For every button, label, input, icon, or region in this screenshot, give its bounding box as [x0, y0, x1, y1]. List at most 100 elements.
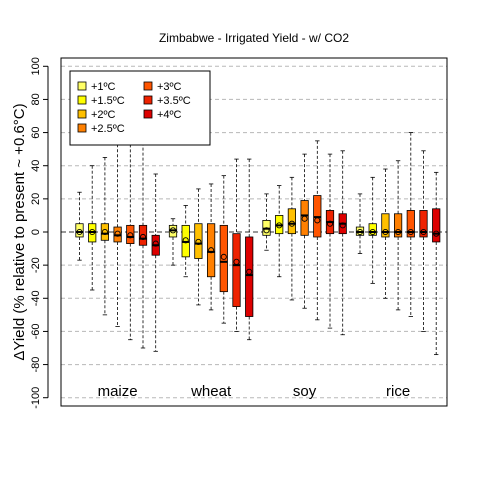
- box-iqr: [75, 223, 84, 238]
- box-mean-marker: [139, 233, 147, 241]
- box-mean-marker: [127, 232, 134, 239]
- y-tick-label: 60: [30, 126, 42, 138]
- box-mean-marker: [208, 247, 215, 254]
- box-rice-0: [355, 193, 365, 254]
- legend-label: +3ºC: [157, 81, 182, 93]
- box-mean-marker: [301, 215, 308, 222]
- y-axis-label: ΔYield (% relative to present ~ +0.6°C): [11, 103, 28, 360]
- box-iqr: [393, 213, 403, 238]
- y-tick-label: 20: [30, 193, 42, 205]
- box-series: [75, 118, 441, 356]
- chart-title: Zimbabwe - Irrigated Yield - w/ CO2: [159, 31, 349, 45]
- box-soy-2: [287, 176, 297, 301]
- box-wheat-0: [168, 218, 178, 266]
- box-mean-marker: [169, 227, 177, 234]
- box-wheat-3: [206, 183, 216, 311]
- legend-label: +3.5ºC: [157, 95, 191, 107]
- box-iqr: [206, 223, 216, 278]
- box-iqr: [194, 223, 203, 259]
- box-iqr: [381, 213, 390, 238]
- y-tick-label: -40: [30, 290, 42, 306]
- legend-label: +2ºC: [91, 109, 116, 121]
- box-iqr: [219, 224, 228, 293]
- box-rice-4: [406, 132, 415, 317]
- legend-swatch: [77, 109, 87, 119]
- box-iqr: [432, 208, 441, 243]
- crop-label-maize: maize: [98, 383, 138, 400]
- box-maize-5: [138, 132, 148, 349]
- y-tick-label: 100: [30, 57, 42, 75]
- box-mean-marker: [76, 228, 83, 236]
- box-soy-4: [313, 140, 322, 321]
- box-mean-marker: [339, 222, 346, 229]
- crop-label-wheat: wheat: [190, 383, 232, 400]
- crop-label-soy: soy: [293, 383, 317, 400]
- y-tick-label: 40: [30, 160, 42, 172]
- legend-swatch: [77, 123, 87, 133]
- box-maize-3: [113, 128, 122, 327]
- box-soy-0: [262, 193, 271, 251]
- box-maize-1: [88, 165, 97, 291]
- box-rice-3: [393, 160, 403, 311]
- box-iqr: [245, 236, 254, 317]
- y-axis: -100 -80 -60 -40 -20 0 20 40 60 80 100: [30, 57, 49, 409]
- box-wheat-4: [219, 175, 228, 324]
- box-mean-marker: [407, 228, 414, 236]
- legend-box: [69, 70, 211, 146]
- box-maize-6: [151, 173, 160, 352]
- crop-group-soy: [262, 140, 347, 336]
- box-maize-0: [75, 191, 84, 261]
- legend-label: +1ºC: [91, 81, 116, 93]
- y-tick-label: -20: [30, 257, 42, 273]
- box-wheat-6: [245, 158, 254, 341]
- legend-swatch: [77, 81, 87, 91]
- crop-group-wheat: [168, 158, 254, 341]
- box-mean-marker: [356, 228, 364, 236]
- y-tick-label: 0: [30, 229, 42, 235]
- box-mean-marker: [220, 253, 227, 260]
- box-iqr: [406, 210, 415, 238]
- box-mean-marker: [276, 222, 283, 229]
- legend-swatch: [143, 109, 153, 119]
- legend-label: +1.5ºC: [91, 95, 125, 107]
- legend-swatch: [143, 95, 153, 105]
- box-wheat-2: [194, 188, 203, 306]
- crop-group-rice: [355, 132, 441, 356]
- box-soy-5: [325, 153, 335, 329]
- box-mean-marker: [114, 230, 121, 237]
- box-mean-marker: [420, 228, 427, 236]
- box-rice-1: [368, 176, 377, 284]
- box-mean-marker: [89, 228, 96, 236]
- y-tick-label: -80: [30, 357, 42, 373]
- y-tick-label: -60: [30, 323, 42, 339]
- box-soy-6: [338, 150, 347, 336]
- box-mean-marker: [101, 228, 108, 236]
- box-rice-5: [419, 150, 428, 332]
- box-rice-6: [432, 171, 441, 356]
- box-mean-marker: [288, 220, 295, 227]
- box-iqr: [300, 200, 309, 236]
- box-wheat-1: [181, 205, 190, 278]
- legend-swatch: [143, 81, 153, 91]
- box-maize-2: [100, 157, 109, 316]
- y-tick-label: 80: [30, 93, 42, 105]
- box-iqr: [419, 210, 428, 238]
- box-iqr: [126, 224, 135, 245]
- legend-label: +4ºC: [157, 109, 182, 121]
- box-wheat-5: [232, 158, 241, 332]
- box-iqr: [138, 224, 148, 246]
- legend-swatch: [77, 95, 87, 105]
- box-mean-marker: [314, 217, 321, 224]
- box-mean-marker: [395, 228, 402, 236]
- box-iqr: [232, 233, 241, 307]
- box-rice-2: [381, 168, 390, 299]
- box-mean-marker: [152, 240, 159, 247]
- box-mean-marker: [433, 230, 440, 237]
- box-soy-3: [300, 153, 309, 309]
- box-mean-marker: [246, 268, 253, 275]
- box-mean-marker: [233, 258, 240, 265]
- box-mean-marker: [263, 227, 270, 234]
- box-soy-1: [275, 185, 284, 278]
